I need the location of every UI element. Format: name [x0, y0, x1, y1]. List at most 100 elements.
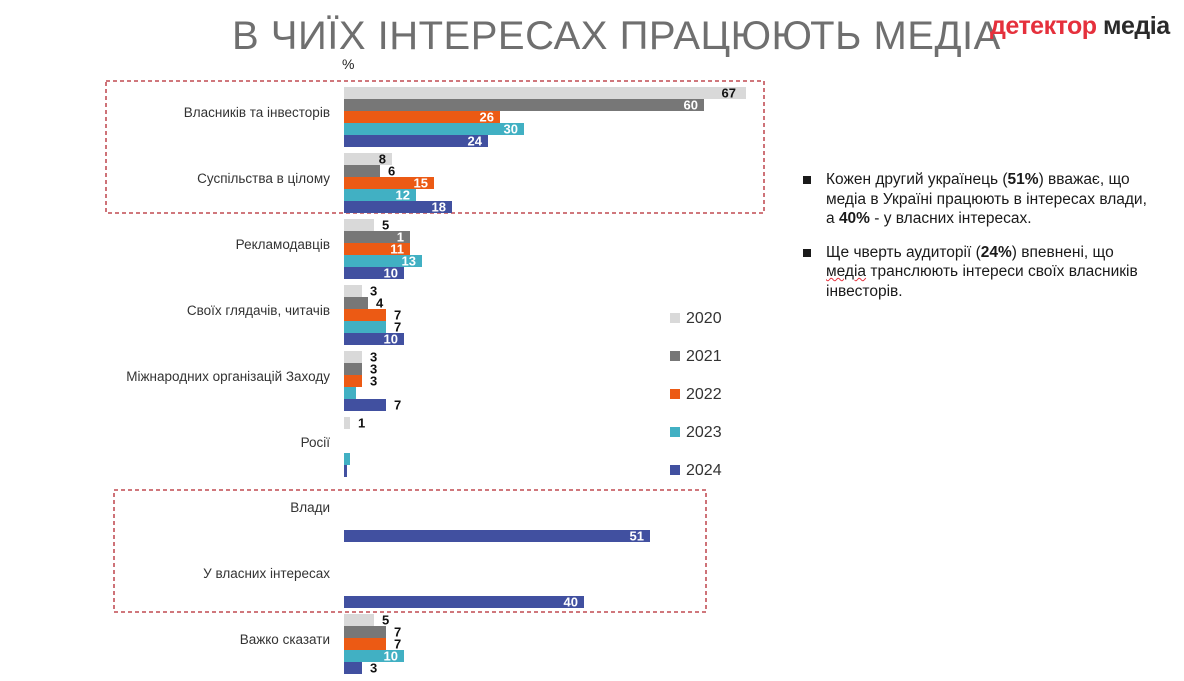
bar-2023: [344, 189, 416, 201]
data-label: 7: [394, 320, 401, 335]
legend-swatch-2022: [670, 389, 680, 399]
data-label: 60: [684, 98, 698, 113]
legend-label: 2020: [686, 310, 722, 327]
bar-2020: [344, 417, 350, 429]
data-label: 4: [376, 296, 384, 311]
legend-swatch-2023: [670, 427, 680, 437]
data-label: 10: [384, 266, 398, 281]
finding-highlight: 51%: [1007, 171, 1039, 188]
bar-2023: [344, 453, 350, 465]
bar-2024: [344, 333, 404, 345]
data-label: 7: [394, 625, 401, 640]
category-label: Рекламодавців: [236, 237, 330, 252]
logo-part-media: медіа: [1103, 12, 1170, 40]
bar-2020: [344, 351, 362, 363]
finding-text-run: транслюють інтереси своїх власників інве…: [826, 263, 1138, 300]
bar-2020: [344, 614, 374, 626]
bar-2024: [344, 465, 347, 477]
bar-2020: [344, 219, 374, 231]
data-label: 1: [358, 416, 365, 431]
bar-2023: [344, 321, 386, 333]
data-label: 51: [630, 529, 644, 544]
page-title: В ЧИЇХ ІНТЕРЕСАХ ПРАЦЮЮТЬ МЕДІА: [232, 14, 1001, 58]
data-label: 3: [370, 284, 377, 299]
bar-2022: [344, 177, 434, 189]
finding-bullet: Кожен другий українець (51%) вважає, що …: [803, 170, 1153, 229]
bullet-square-icon: [803, 248, 811, 257]
legend-swatch-2021: [670, 351, 680, 361]
legend-label: 2023: [686, 424, 722, 441]
finding-highlight: 40%: [838, 210, 870, 227]
finding-text-run: медіа: [826, 263, 867, 280]
bar-2024: [344, 662, 362, 674]
data-label: 30: [504, 122, 518, 137]
bar-2021: [344, 165, 380, 177]
bar-2022: [344, 243, 410, 255]
category-label: Суспільства в цілому: [197, 171, 330, 186]
data-label: 13: [402, 254, 416, 269]
bar-2023: [344, 123, 524, 135]
legend-swatch-2024: [670, 465, 680, 475]
data-label: 11: [390, 242, 404, 257]
data-label: 6: [388, 164, 395, 179]
bar-2020: [344, 87, 746, 99]
data-label: 3: [370, 362, 377, 377]
bar-2020: [344, 153, 392, 165]
category-label: У власних інтересах: [203, 566, 330, 581]
category-label: Своїх глядачів, читачів: [187, 303, 330, 318]
category-label: Влади: [290, 500, 330, 515]
data-label: 24: [468, 134, 483, 149]
category-label: Важко сказати: [240, 632, 330, 647]
data-label: 3: [370, 374, 377, 389]
bar-2024: [344, 399, 386, 411]
highlight-box: [105, 80, 765, 214]
legend-swatch-2020: [670, 313, 680, 323]
bullet-square-icon: [803, 176, 811, 184]
bar-2022: [344, 375, 362, 387]
bar-2024: [344, 267, 404, 279]
finding-bullet: Ще чверть аудиторії (24%) впевнені, що м…: [803, 243, 1153, 302]
bar-2024: [344, 201, 452, 213]
data-label: 3: [370, 661, 377, 676]
bar-2024: [344, 135, 488, 147]
bar-2023: [344, 387, 356, 399]
category-label: Власників та інвесторів: [184, 105, 330, 120]
data-label: 8: [379, 152, 386, 167]
logo-part-detector: детектор: [990, 12, 1097, 40]
bar-2024: [344, 530, 650, 542]
finding-text-run: ) вважає, що медіа в Україні працюють в …: [826, 171, 1147, 227]
bar-2022: [344, 309, 386, 321]
bar-2022: [344, 111, 500, 123]
data-label: 7: [394, 398, 401, 413]
finding-highlight: 24%: [980, 243, 1012, 261]
detector-media-logo: детектор медіа: [990, 12, 1170, 41]
bar-2023: [344, 650, 404, 662]
key-findings: Кожен другий українець (51%) вважає, що …: [803, 170, 1153, 315]
data-label: 7: [394, 308, 401, 323]
finding-text-run: - у власних інтересах.: [869, 210, 1032, 227]
data-label: 10: [384, 332, 398, 347]
bar-2021: [344, 231, 410, 243]
data-label: 12: [396, 188, 410, 203]
data-label: 18: [432, 200, 446, 215]
data-label: 7: [394, 637, 401, 652]
finding-text: Ще чверть аудиторії (24%) впевнені, що м…: [826, 243, 1153, 302]
data-label: 26: [480, 110, 494, 125]
highlight-box: [113, 489, 707, 613]
bar-2021: [344, 363, 362, 375]
data-label: 40: [564, 595, 578, 610]
legend-label: 2022: [686, 386, 722, 403]
legend-label: 2024: [686, 462, 722, 479]
finding-text: Кожен другий українець (51%) вважає, що …: [826, 170, 1153, 229]
legend-label: 2021: [686, 348, 722, 365]
finding-text-run: Ще чверть аудиторії (: [826, 243, 981, 261]
data-label: 5: [382, 613, 389, 628]
bar-chart: Власників та інвесторів 6 7 60 26 30 24 Суспіль…: [105, 80, 765, 676]
data-label: 3: [370, 350, 377, 365]
finding-text-run: Кожен другий українець (: [826, 171, 1008, 188]
data-label: 10: [384, 649, 398, 664]
bar-2023: [344, 255, 422, 267]
category-label: Міжнародних організацій Заходу: [126, 369, 330, 384]
unit-label: %: [342, 56, 355, 72]
data-label: 15: [414, 176, 428, 191]
